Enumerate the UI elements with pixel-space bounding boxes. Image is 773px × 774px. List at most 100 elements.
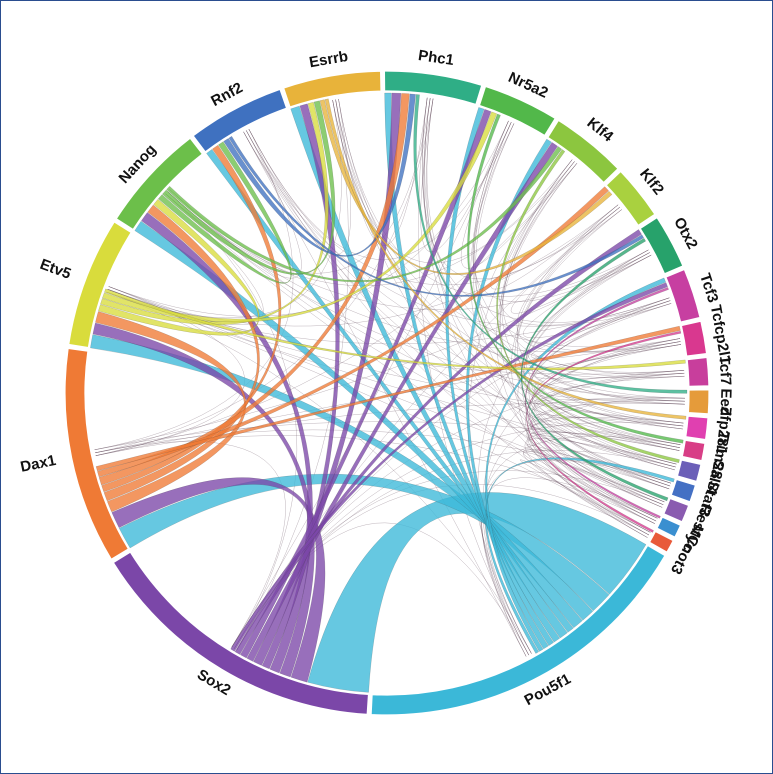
- thread-pou5f1-klf4: [468, 159, 573, 654]
- ribbon-nanog-klf4: [166, 146, 562, 283]
- ribbon-phc1-eed: [413, 94, 688, 394]
- thread-otx2-cnot3: [517, 252, 650, 538]
- segment-label-phc1: Phc1: [417, 47, 455, 69]
- ribbon-rnf2-otx2: [228, 136, 644, 297]
- thread-tcf3-stat3: [528, 300, 672, 484]
- segment-arc-phc1: [383, 70, 483, 106]
- segment-arc-tcf3: [665, 268, 701, 323]
- ribbon-esrrb-zfp281: [324, 98, 687, 420]
- thread-rnf2-tcf7: [248, 128, 685, 378]
- segment-arc-myc: [656, 516, 682, 539]
- segment-arc-nr5a2: [478, 85, 557, 137]
- thread-esrrb-otx2: [338, 98, 649, 297]
- segment-label-rnf2: Rnf2: [208, 79, 245, 110]
- thread-eed-cnot3: [526, 400, 685, 533]
- thread-nr5a2-otx2: [472, 123, 652, 302]
- ribbon-esrrb-klf2: [319, 99, 613, 275]
- segment-arc-cnot3: [648, 530, 675, 554]
- thread-dax1-stat3: [95, 429, 670, 490]
- ribbon-nanog-rnf2: [158, 141, 292, 284]
- segment-arc-trim28: [681, 439, 706, 462]
- thread-sox2-nr5a2: [231, 121, 512, 648]
- segment-label-tcf3: Tcf3: [696, 271, 721, 305]
- thread-klf4-rest: [499, 163, 665, 503]
- segment-arc-zfp281: [685, 415, 709, 441]
- segment-arc-klf4: [546, 119, 619, 184]
- segment-arc-dax1: [64, 347, 130, 561]
- thread-rnf2-zfp281: [245, 130, 683, 430]
- segment-label-klf2: Klf2: [636, 165, 667, 198]
- thread-nanog-myc: [165, 193, 657, 522]
- thread-nanog-trim28: [169, 189, 680, 448]
- segment-label-cnot3: Cnot3: [667, 532, 702, 577]
- segment-label-esrrb: Esrrb: [308, 48, 350, 71]
- segment-label-klf4: Klf4: [584, 114, 617, 145]
- thread-esrrb-stat3: [335, 99, 672, 484]
- segment-arc-nanog: [115, 137, 204, 231]
- segment-arc-rnf2: [192, 88, 288, 153]
- thread-klf2-stat3: [514, 206, 671, 487]
- segment-arc-tcf7: [686, 356, 710, 388]
- ribbon-otx2-rest: [520, 237, 669, 502]
- thread-etv5-tcf7: [108, 286, 685, 375]
- thread-nr5a2-eed: [473, 120, 685, 405]
- segment-arc-klf2: [605, 170, 656, 227]
- ribbon-nanog-esrrb: [162, 100, 336, 275]
- thread-tcfcp2l1-cnot3: [525, 341, 681, 536]
- thread-pou5f1-otx2: [477, 249, 649, 657]
- thread-esrrb-myc: [332, 99, 658, 519]
- segment-arc-pou5f1: [370, 544, 666, 716]
- ribbon-sox2-tcf3: [230, 282, 668, 652]
- thread-phc1-rest: [426, 98, 664, 505]
- ribbon-dax1-tcfcp2l1: [95, 325, 681, 472]
- thread-etv5-esrrb: [106, 99, 342, 319]
- thread-klf4-zfp281: [501, 161, 684, 424]
- thread-nr5a2-myc: [470, 120, 655, 524]
- thread-dax1-otx2: [94, 254, 652, 451]
- thread-etv5-cnot3: [107, 288, 651, 533]
- thread-phc1-sall4: [422, 97, 676, 468]
- thread-rnf2-klf2: [245, 130, 622, 286]
- thread-phc1-cnot3: [423, 98, 650, 536]
- segment-arc-stat3: [670, 478, 697, 503]
- segment-arc-sox2: [112, 551, 370, 716]
- thread-etv5-klf2: [107, 204, 619, 327]
- ribbon-dax1-klf2: [97, 186, 609, 478]
- thread-tcfcp2l1-rest: [529, 344, 682, 505]
- ribbon-tcf3-myc: [525, 287, 669, 519]
- thread-klf2-eed: [517, 204, 685, 402]
- thread-dax1-klf4: [95, 163, 578, 456]
- segment-arc-otx2: [639, 216, 684, 275]
- ribbon-etv5-tcf7: [104, 288, 686, 371]
- thread-pou5f1-rnf2: [243, 131, 527, 657]
- thread-pou5f1-stat3: [481, 459, 672, 656]
- thread-pou5f1-eed: [484, 397, 686, 654]
- ribbon-pou5f1-stat3: [485, 457, 675, 654]
- thread-dax1-myc: [95, 435, 655, 524]
- thread-phc1-tcf7: [426, 98, 685, 375]
- thread-klf4-sall4: [499, 159, 677, 465]
- segment-arcs: [64, 70, 710, 716]
- segment-arc-sall4: [676, 459, 702, 483]
- thread-phc1-klf2: [423, 98, 621, 279]
- ribbon-dax1-etv5: [95, 311, 247, 513]
- thread-otx2-zfp281: [526, 252, 683, 430]
- ribbon-nr5a2-trim28: [467, 113, 684, 444]
- ribbon-sox2-klf4: [246, 142, 558, 662]
- thread-dax1-eed: [95, 402, 685, 456]
- segment-label-zfp281: Zfp281: [712, 406, 734, 456]
- segment-label-eed: Eed: [717, 388, 735, 416]
- thread-otx2-rest: [521, 254, 663, 508]
- segment-label-dax1: Dax1: [19, 452, 58, 476]
- segment-label-tcf7: Tcf7: [715, 355, 734, 386]
- ribbon-tcfcp2l1-cnot3: [526, 330, 682, 533]
- thread-tcf7-myc: [527, 370, 685, 524]
- ribbon-etv5-esrrb: [100, 101, 329, 325]
- segment-label-otx2: Otx2: [670, 215, 701, 252]
- chord-ribbons: [90, 92, 688, 693]
- thread-tcf3-myc: [524, 297, 670, 519]
- segment-arc-tcfcp2l1: [680, 320, 708, 357]
- thread-nanog-tcfcp2l1: [167, 191, 681, 353]
- ribbon-etv5-nr5a2: [102, 111, 498, 323]
